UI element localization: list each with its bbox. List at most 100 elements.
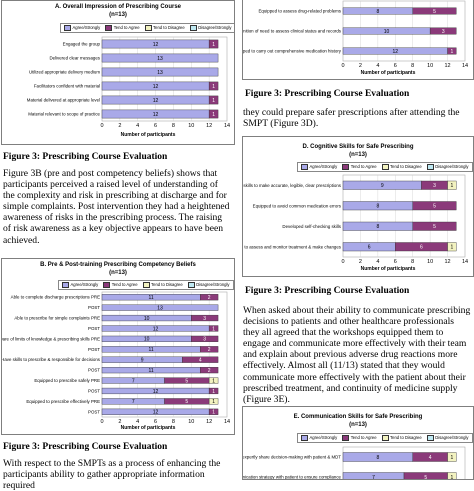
bar-segment (182, 356, 219, 363)
bar-value-label: 3 (203, 337, 206, 343)
bar-value-label: 5 (185, 399, 188, 405)
bar-value-label: 1 (212, 326, 215, 332)
row-label: Equipped to prescribe safely PRE (34, 378, 100, 383)
row-label: Facilitators confident with material (34, 84, 100, 89)
x-tick-label: 2 (359, 63, 362, 69)
x-tick-label: 14 (224, 419, 230, 425)
legend-item: Tend to Disagree (142, 282, 183, 288)
bar-segment (101, 304, 219, 311)
bar-segment (200, 367, 219, 374)
chart-e-title: E. Communication Skills for Safe Prescri… (293, 414, 423, 420)
plot-frame (101, 291, 228, 418)
row-label: Equipped to avoid common medication erro… (253, 203, 342, 208)
legend-item: Disagree/Strongly (426, 164, 469, 170)
bar-value-label: 2 (208, 347, 211, 353)
x-tick-label: 6 (394, 259, 397, 265)
x-tick-label: 0 (100, 123, 103, 129)
x-tick-label: 8 (172, 123, 175, 129)
bar-segment (429, 27, 457, 35)
row-label: POST (88, 305, 100, 310)
legend-item: Agree/Strongly (64, 25, 100, 31)
paragraph-smpt-process: With respect to the SMPTs as a process o… (3, 458, 221, 491)
bar-value-label: 1 (212, 378, 215, 384)
bar-segment (208, 398, 219, 405)
row-label: Equipped to assess and monitor treatment… (243, 244, 342, 249)
paragraph-communication: When asked about their ability to commun… (243, 305, 471, 405)
row-label: POST (88, 388, 100, 393)
legend-item: Agree/Strongly (301, 164, 337, 170)
x-tick-label: 10 (188, 123, 194, 129)
legend-item: Tend to Agree (342, 435, 377, 441)
bar-value-label: 8 (376, 9, 379, 15)
bar-value-label: 12 (153, 42, 159, 48)
bar-segment (447, 180, 457, 190)
x-tick-label: 0 (100, 419, 103, 425)
row-label: Able to prescribe for simple complaints … (14, 316, 100, 321)
bar-value-label: 1 (451, 475, 454, 479)
legend-item: Agree/Strongly (301, 435, 337, 441)
bar-value-label: 1 (212, 410, 215, 416)
legend-item: Tend to Agree (103, 282, 138, 288)
bar-value-label: 5 (433, 224, 436, 230)
x-tick-label: 8 (411, 63, 414, 69)
bar-value-label: 1 (212, 98, 215, 104)
figure-3a-caption: Figure 3: Prescribing Course Evaluation (3, 152, 168, 162)
chart-a-x-axis-title: Number of participants (120, 132, 176, 138)
x-tick-label: 14 (462, 63, 468, 69)
bar-value-label: 1 (212, 399, 215, 405)
legend-item: Tend to Agree (105, 25, 140, 31)
x-tick-label: 6 (394, 63, 397, 69)
row-label: POST (88, 326, 100, 331)
bar-value-label: 11 (149, 347, 154, 353)
bar-value-label: 10 (384, 29, 390, 35)
x-tick-label: 8 (411, 259, 414, 265)
x-tick-label: 2 (359, 259, 362, 265)
row-label: Equipped to develop communication strate… (243, 475, 342, 480)
bar-value-label: 1 (212, 389, 215, 395)
x-tick-label: 4 (376, 259, 379, 265)
x-tick-label: 6 (154, 419, 157, 425)
figure-3b-caption: Figure 3: Prescribing Course Evaluation (3, 442, 168, 452)
bar-value-label: 1 (451, 183, 454, 189)
x-tick-label: 12 (206, 123, 212, 129)
row-label: Equipped to assess drug-related problems (259, 9, 342, 14)
legend-item: Disagree/Strongly (187, 282, 230, 288)
bar-value-label: 5 (424, 475, 427, 479)
bar-segment (208, 408, 219, 415)
bar-value-label: 3 (203, 316, 206, 322)
row-label: Recognition of need to assess clinical s… (243, 29, 342, 34)
row-label: POST (88, 409, 100, 414)
bar-value-label: 8 (376, 455, 379, 461)
legend-item: Disagree/Strongly (189, 25, 232, 31)
chart-b-legend: Agree/Strongly Tend to Agree Tend to Dis… (58, 280, 234, 290)
x-tick-label: 12 (206, 419, 212, 425)
bar-segment (200, 294, 219, 301)
bar-value-label: 4 (199, 358, 202, 364)
chart-b-panel: B. Pre & Post-training Prescribing Compe… (1, 258, 235, 435)
bar-value-label: 8 (376, 204, 379, 210)
bar-value-label: 4 (429, 455, 432, 461)
bar-value-label: 8 (376, 224, 379, 230)
bar-value-label: 1 (451, 455, 454, 461)
bar-segment (447, 242, 457, 252)
legend-item: Disagree/Strongly (426, 435, 469, 441)
bar-value-label: 3 (442, 29, 445, 35)
row-label: Able to complete discharge prescriptions… (11, 295, 100, 300)
bar-value-label: 11 (149, 368, 154, 374)
bar-value-label: 12 (153, 410, 159, 416)
bar-value-label: 12 (153, 389, 159, 395)
bar-value-label: 5 (433, 204, 436, 210)
bar-segment (447, 452, 457, 462)
bar-segment (412, 201, 457, 211)
row-label: Material relevant to scope of practice (28, 112, 100, 117)
bar-value-label: 7 (132, 399, 135, 405)
bar-segment (191, 335, 219, 342)
row-label: Utilized appropriate delivery medium (29, 70, 100, 75)
chart-d-plot: 0 2 4 6 8 10 12 14 Equipped with skills to make … (243, 174, 468, 265)
chart-d-subtitle: (n=13) (349, 152, 367, 158)
x-tick-label: 10 (188, 419, 194, 425)
row-label: Developed self-checking skills (282, 224, 341, 229)
bar-segment (200, 346, 219, 353)
legend-item: Tend to Disagree (381, 164, 422, 170)
bar-segment (208, 387, 219, 395)
